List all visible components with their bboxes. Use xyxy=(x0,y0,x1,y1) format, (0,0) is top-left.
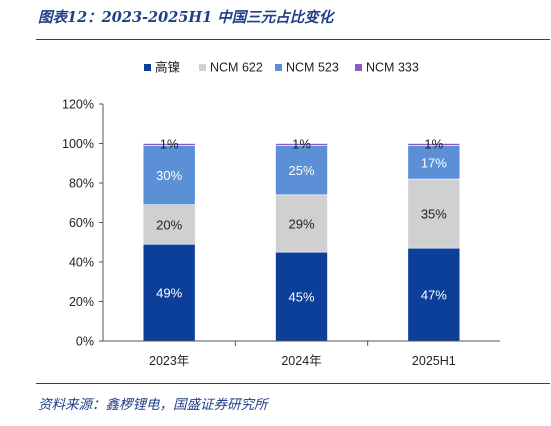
bar-4-1 xyxy=(142,143,196,146)
bar-2-1 xyxy=(142,204,196,245)
bar-1-3 xyxy=(407,247,461,342)
y-tick-label: 80% xyxy=(69,177,94,191)
data-label: 35% xyxy=(421,207,447,222)
y-tick-label: 100% xyxy=(62,137,94,151)
source-divider xyxy=(36,383,550,384)
y-tick-label: 40% xyxy=(69,256,94,270)
title-divider xyxy=(36,39,550,40)
y-tick-label: 120% xyxy=(62,98,94,112)
bar-3-3 xyxy=(407,145,461,180)
y-tick-label: 60% xyxy=(69,216,94,230)
data-label: 1% xyxy=(160,137,179,152)
legend-label-1: 高镍 xyxy=(155,60,180,75)
data-label: 17% xyxy=(421,155,447,170)
legend-label-4: NCM 333 xyxy=(366,61,419,75)
data-label: 49% xyxy=(156,286,182,301)
legend-swatch-3 xyxy=(275,64,282,71)
bar-2-3 xyxy=(407,178,461,249)
legend-label-2: NCM 622 xyxy=(210,61,263,75)
source-note: 资料来源：鑫椤锂电，国盛证券研究所 xyxy=(38,397,268,413)
x-tick-label: 2025H1 xyxy=(412,354,456,368)
data-label: 47% xyxy=(421,288,447,303)
legend-swatch-1 xyxy=(144,64,151,71)
legend-swatch-4 xyxy=(355,64,362,71)
data-label: 25% xyxy=(288,163,314,178)
data-label: 29% xyxy=(288,216,314,231)
bar-4-3 xyxy=(407,143,461,146)
data-label: 30% xyxy=(156,168,182,183)
legend-label-3: NCM 523 xyxy=(286,61,339,75)
y-tick-label: 0% xyxy=(76,335,94,349)
bar-3-2 xyxy=(275,145,328,196)
data-label: 1% xyxy=(424,137,443,152)
bar-2-2 xyxy=(275,194,328,253)
y-tick-label: 20% xyxy=(69,295,94,309)
legend-swatch-2 xyxy=(199,64,206,71)
data-label: 20% xyxy=(156,217,182,232)
bar-4-2 xyxy=(275,143,328,146)
x-tick-label: 2024年 xyxy=(281,354,321,368)
x-tick-label: 2023年 xyxy=(149,354,189,368)
chart-title: 图表12：2023-2025H1 中国三元占比变化 xyxy=(38,9,334,26)
data-label: 1% xyxy=(292,137,311,152)
data-label: 45% xyxy=(288,290,314,305)
bar-1-2 xyxy=(275,251,328,342)
bar-3-1 xyxy=(142,145,196,206)
